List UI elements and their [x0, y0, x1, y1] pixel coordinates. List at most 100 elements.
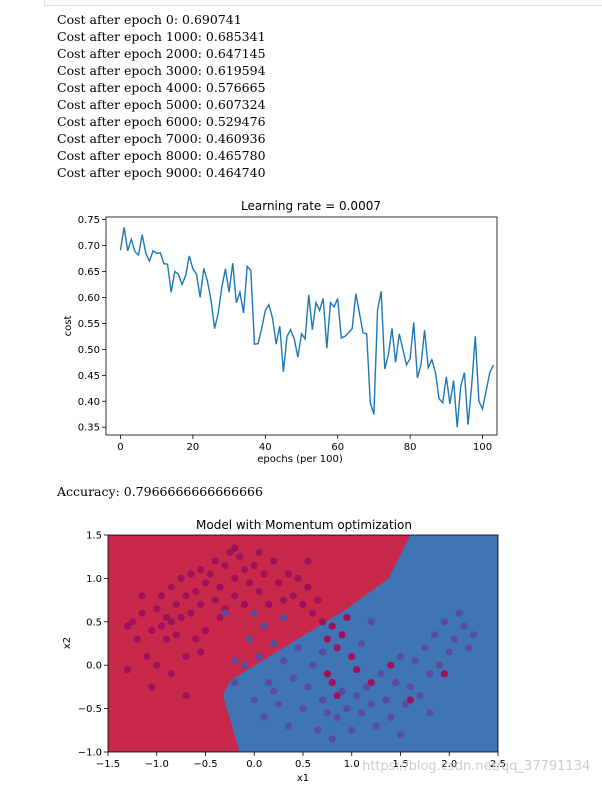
- log-line: Cost after epoch 8000: 0.465780: [57, 148, 266, 163]
- x-tick-label: 0: [117, 442, 123, 453]
- class-1-point: [177, 613, 185, 622]
- class-1-point: [162, 635, 171, 643]
- class-1-point: [158, 592, 166, 600]
- class-1-point: [133, 635, 141, 643]
- x-tick-label: −0.5: [193, 759, 217, 770]
- class-0-point: [470, 631, 478, 639]
- class-0-point: [435, 661, 444, 669]
- class-0-point: [328, 735, 336, 743]
- class-0-point: [318, 648, 327, 656]
- class-1-point: [187, 570, 195, 578]
- log-line: Cost after epoch 2000: 0.647145: [57, 46, 266, 61]
- class-0-point: [231, 657, 239, 665]
- class-1-point: [289, 592, 297, 600]
- watermark: https://blog.csdn.net/qq_37791134: [362, 759, 591, 774]
- class-1-point: [343, 613, 351, 622]
- y-tick-label: 0.60: [78, 293, 100, 304]
- class-0-point: [265, 678, 273, 687]
- class-0-point: [353, 691, 361, 700]
- class-1-point: [201, 579, 210, 587]
- x-tick-label: 1.0: [344, 759, 360, 770]
- class-1-point: [353, 665, 361, 674]
- y-tick-label: 0.65: [78, 267, 100, 278]
- class-0-point: [455, 609, 463, 617]
- class-1-point: [187, 609, 195, 617]
- class-1-point: [128, 618, 136, 626]
- chart-title: Model with Momentum optimization: [196, 518, 412, 532]
- y-tick-label: 1.5: [86, 531, 102, 542]
- class-1-point: [299, 600, 307, 609]
- class-0-point: [260, 713, 268, 721]
- x-tick-label: −1.0: [145, 759, 169, 770]
- class-1-point: [182, 691, 190, 700]
- x-tick-label: 20: [187, 442, 200, 453]
- class-1-point: [197, 566, 205, 574]
- class-1-point: [138, 609, 146, 617]
- class-0-point: [240, 661, 249, 669]
- x-tick-label: 0.0: [246, 759, 262, 770]
- class-1-point: [197, 648, 205, 656]
- class-1-point: [333, 644, 341, 652]
- class-0-point: [284, 722, 292, 730]
- class-1-point: [177, 574, 185, 582]
- class-1-point: [309, 609, 317, 617]
- class-1-point: [167, 583, 175, 591]
- class-1-point: [153, 661, 161, 669]
- log-line: Cost after epoch 1000: 0.685341: [57, 29, 266, 44]
- y-tick-label: −0.5: [78, 704, 102, 715]
- cost-series-line: [119, 227, 495, 428]
- x-tick-label: 100: [473, 442, 492, 453]
- class-1-point: [211, 596, 219, 604]
- class-1-point: [323, 670, 331, 678]
- decision-boundary-chart: Model with Momentum optimization −1.5 −1.…: [62, 518, 506, 784]
- log-line: Cost after epoch 0: 0.690741: [57, 12, 242, 27]
- class-1-point: [406, 696, 414, 704]
- class-0-point: [465, 644, 473, 652]
- x-tick-label: 60: [331, 442, 344, 453]
- class-0-point: [445, 648, 453, 656]
- x-axis-label: x1: [297, 773, 309, 784]
- class-1-point: [255, 587, 263, 596]
- class-1-point: [440, 670, 448, 678]
- class-1-point: [153, 605, 161, 613]
- class-1-point: [348, 652, 356, 661]
- class-0-point: [275, 700, 283, 708]
- class-0-point: [294, 644, 302, 652]
- class-0-point: [411, 657, 419, 665]
- log-line: Cost after epoch 3000: 0.619594: [57, 63, 266, 78]
- class-0-point: [338, 687, 346, 695]
- y-tick-label: 0.50: [78, 345, 100, 356]
- class-1-point: [197, 600, 205, 609]
- y-tick-label: 0.45: [78, 371, 100, 382]
- class-0-point: [231, 678, 239, 687]
- class-0-point: [250, 609, 258, 617]
- class-0-point: [426, 670, 434, 678]
- y-axis-label: cost: [63, 316, 74, 337]
- class-1-point: [245, 579, 253, 587]
- class-1-point: [158, 622, 166, 630]
- class-0-point: [357, 639, 366, 648]
- class-1-point: [279, 596, 288, 604]
- class-1-point: [314, 596, 322, 604]
- class-0-point: [396, 652, 405, 661]
- class-0-point: [289, 674, 297, 682]
- class-0-point: [392, 678, 400, 687]
- y-tick-label: 0.75: [78, 215, 100, 226]
- class-1-point: [221, 561, 229, 569]
- class-0-point: [323, 709, 331, 717]
- class-1-point: [172, 631, 180, 639]
- class-0-point: [279, 657, 288, 665]
- class-0-point: [221, 609, 229, 617]
- class-0-point: [357, 709, 366, 717]
- class-1-point: [192, 587, 200, 596]
- class-0-point: [431, 631, 439, 639]
- class-1-point: [167, 670, 175, 678]
- class-1-point: [148, 683, 156, 691]
- class-0-point: [396, 731, 405, 739]
- log-line: Cost after epoch 9000: 0.464740: [57, 165, 266, 180]
- class-1-point: [294, 574, 302, 582]
- y-tick-label: 1.0: [86, 574, 102, 585]
- class-0-point: [362, 683, 370, 691]
- x-tick-label: 2.0: [441, 759, 457, 770]
- class-1-point: [250, 561, 258, 569]
